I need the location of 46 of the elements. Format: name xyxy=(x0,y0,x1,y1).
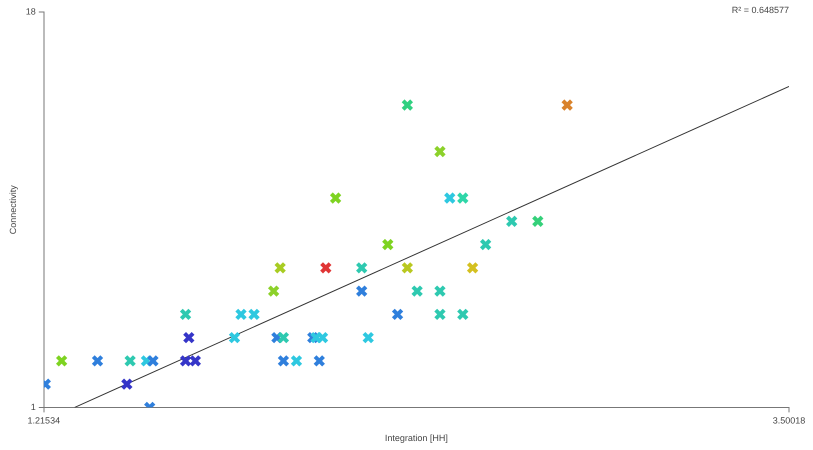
point xyxy=(329,192,342,204)
point xyxy=(434,284,446,298)
point xyxy=(179,354,192,368)
point xyxy=(248,308,260,321)
point xyxy=(277,331,290,344)
point xyxy=(456,308,470,321)
x-tick-label: 3.50018 xyxy=(772,415,806,426)
point xyxy=(434,145,446,158)
point xyxy=(277,354,290,368)
point xyxy=(456,192,470,204)
point xyxy=(120,378,134,390)
point xyxy=(234,308,248,321)
point xyxy=(391,308,404,321)
x-tick-label: 1.21534 xyxy=(28,415,60,426)
x-axis-title: Integration [HH] xyxy=(384,433,448,444)
point xyxy=(362,331,374,344)
annotation: R² = 0.648577 xyxy=(732,4,789,15)
point xyxy=(505,215,518,228)
point xyxy=(479,238,492,251)
y-axis-title: Connectivity xyxy=(8,184,18,234)
point xyxy=(355,262,368,274)
point xyxy=(401,98,414,112)
point xyxy=(228,331,241,344)
point xyxy=(410,284,424,298)
point xyxy=(55,354,68,368)
point xyxy=(267,284,280,298)
point xyxy=(444,192,456,204)
point xyxy=(124,354,136,368)
point xyxy=(313,354,326,368)
point xyxy=(560,98,574,112)
point xyxy=(382,238,394,251)
point xyxy=(179,308,192,321)
y-tick-label: 1 xyxy=(30,402,36,412)
point xyxy=(274,262,286,274)
point xyxy=(466,262,479,274)
point xyxy=(146,354,160,368)
point xyxy=(91,354,104,368)
point xyxy=(189,354,202,368)
point xyxy=(320,262,332,274)
point xyxy=(401,262,414,274)
point xyxy=(355,284,368,298)
point xyxy=(182,331,196,344)
point xyxy=(434,308,446,321)
y-tick-label: 18 xyxy=(26,6,36,16)
point xyxy=(532,215,544,228)
point xyxy=(290,354,303,368)
